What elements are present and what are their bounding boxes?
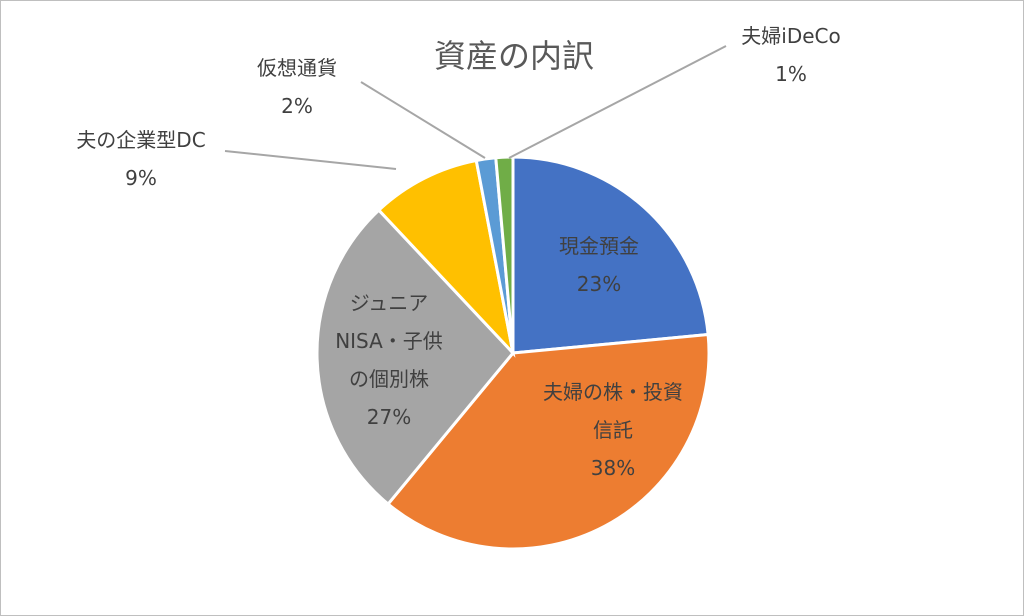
leader-line-4: [360, 81, 486, 159]
slice-name-3: 夫の企業型DC: [76, 128, 205, 152]
leader-line-3: [224, 150, 397, 170]
pie-slice-3: [376, 158, 516, 358]
chart-title: 資産の内訳: [434, 37, 594, 75]
slice-percent-3: 9%: [125, 166, 157, 190]
slice-name-0: 現金預金: [559, 234, 639, 258]
slice-percent-5: 1%: [775, 62, 807, 86]
slice-percent-4: 2%: [281, 94, 313, 118]
slice-label-0: 現金預金 23%: [559, 234, 639, 296]
pie-slice-2: [315, 208, 515, 507]
pie-slice-1: [385, 332, 711, 551]
pie-slice-0: [511, 155, 710, 355]
slice-name-2: ジュニア: [350, 291, 429, 315]
slice-percent-1: 38%: [591, 456, 635, 480]
slice-label-5: 夫婦iDeCo 1%: [741, 24, 840, 86]
slice-name-4: 仮想通貨: [257, 56, 337, 80]
slice-label-3: 夫の企業型DC 9%: [76, 128, 205, 190]
slice-name-5: 夫婦iDeCo: [741, 24, 840, 48]
slice-percent-0: 23%: [577, 272, 621, 296]
slice-label-4: 仮想通貨 2%: [257, 56, 337, 118]
leader-line-5: [508, 45, 727, 159]
slice-name-1: 夫婦の株・投資: [543, 380, 683, 404]
slice-name-2: の個別株: [349, 367, 429, 391]
slice-name-2: NISA・子供: [335, 329, 443, 353]
slice-name-1: 信託: [593, 418, 633, 442]
slice-percent-2: 27%: [367, 405, 411, 429]
